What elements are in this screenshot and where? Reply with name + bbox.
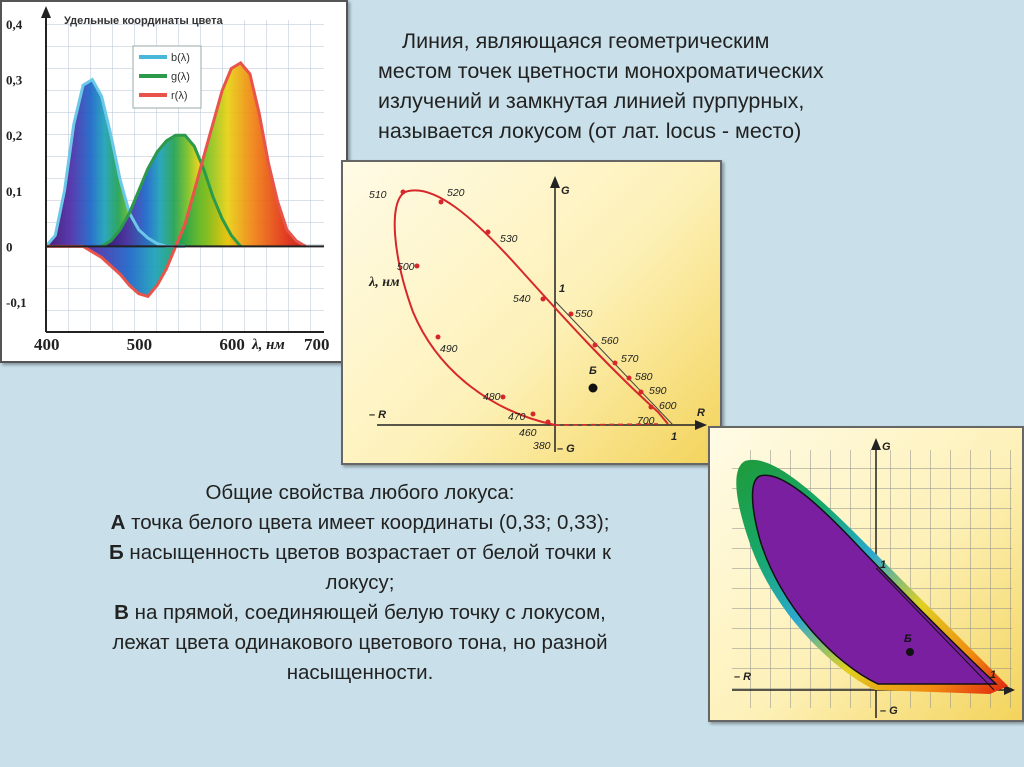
definition-line-4: называется локусом (от лат. locus - мест… xyxy=(378,119,802,143)
locus-definition: Линия, являющаяся геометрическим местом … xyxy=(378,26,998,146)
g-axis-label: G xyxy=(561,185,570,197)
y-tick-label: 0 xyxy=(6,239,13,254)
y-axis-arrow xyxy=(41,6,51,18)
inner-locus-line xyxy=(751,474,998,685)
color-locus-diagram: Б G – G – R 1 1 xyxy=(708,426,1024,722)
wavelength-labels: 510 520 530 540 550 560 570 580 590 600 … xyxy=(369,187,677,452)
neg-g-axis-label: – G xyxy=(880,705,898,717)
label-540: 540 xyxy=(513,293,531,305)
legend-label-b: b(λ) xyxy=(171,52,190,64)
g-axis-arrow xyxy=(550,176,560,188)
label-490: 490 xyxy=(440,343,458,355)
label-460: 460 xyxy=(519,427,537,439)
y-tick-label: 0,1 xyxy=(6,184,22,199)
g-unit-mark: 1 xyxy=(880,559,886,571)
label-530: 530 xyxy=(500,233,518,245)
y-tick-label: 0,2 xyxy=(6,128,22,143)
label-520: 520 xyxy=(447,187,465,199)
white-point xyxy=(906,648,914,656)
property-b-cont: локусу; xyxy=(325,571,395,594)
locus-properties: Общие свойства любого локуса: А точка бе… xyxy=(30,478,690,688)
y-tick-label: -0,1 xyxy=(6,295,27,310)
unit-line xyxy=(875,567,995,691)
chart-title: Удельные координаты цвета xyxy=(64,15,224,27)
label-550: 550 xyxy=(575,308,593,320)
neg-r-axis-label: – R xyxy=(369,409,386,421)
legend: b(λ) g(λ) r(λ) xyxy=(132,45,202,109)
locus-diagram: G – G R – R λ, нм 1 1 510 520 530 540 55… xyxy=(341,160,722,465)
label-700: 700 xyxy=(637,415,655,427)
g-axis-label: G xyxy=(882,441,891,453)
wavelength-axis-label: λ, нм xyxy=(368,275,400,290)
label-470: 470 xyxy=(508,411,526,423)
neg-g-axis-label: – G xyxy=(557,443,575,455)
property-b: Б насыщенность цветов возрастает от бело… xyxy=(108,541,612,564)
definition-line-3: излучений и замкнутая линией пурпурных, xyxy=(378,89,805,113)
property-c-cont-2: насыщенности. xyxy=(286,661,434,684)
label-570: 570 xyxy=(621,353,639,365)
series-line-2 xyxy=(100,133,242,248)
series-line-3 xyxy=(46,60,307,299)
definition-line-2: местом точек цветности монохроматических xyxy=(378,59,824,83)
x-tick-label: 500 xyxy=(127,335,152,354)
locus-svg: G – G R – R λ, нм 1 1 510 520 530 540 55… xyxy=(368,176,707,455)
locus-points xyxy=(400,189,654,425)
label-590: 590 xyxy=(649,385,667,397)
g-unit-mark: 1 xyxy=(559,283,565,295)
label-580: 580 xyxy=(635,371,653,383)
white-point xyxy=(588,383,598,393)
neg-r-axis-label: – R xyxy=(734,671,751,683)
white-point-label: Б xyxy=(904,633,912,645)
color-locus-svg: Б G – G – R 1 1 xyxy=(732,438,1015,718)
g-axis-arrow xyxy=(871,438,881,450)
property-c-cont-1: лежат цвета одинакового цветового тона, … xyxy=(112,631,608,654)
x-axis-label: λ, нм xyxy=(251,337,285,353)
y-tick-label: 0,4 xyxy=(6,17,23,32)
r-axis-arrow xyxy=(1004,685,1015,695)
locus-curve xyxy=(393,189,669,426)
label-560: 560 xyxy=(601,335,619,347)
x-tick-label: 700 xyxy=(304,335,330,354)
series-line-1 xyxy=(44,77,185,248)
x-tick-label: 400 xyxy=(34,335,60,354)
label-480: 480 xyxy=(483,391,501,403)
legend-label-r: r(λ) xyxy=(171,90,188,102)
r-axis-label: R xyxy=(697,407,705,419)
label-380: 380 xyxy=(533,440,551,452)
color-matching-svg: 0,4 0,3 0,2 0,1 0 -0,1 400 500 600 700 Удельные … xyxy=(6,6,330,354)
y-tick-labels: 0,4 0,3 0,2 0,1 0 -0,1 xyxy=(6,17,27,310)
r-axis-arrow xyxy=(695,420,707,430)
color-matching-chart: 0,4 0,3 0,2 0,1 0 -0,1 400 500 600 700 Удельные … xyxy=(0,0,348,363)
purple-line xyxy=(554,423,659,426)
property-c: В на прямой, соединяющей белую точку с л… xyxy=(114,601,606,624)
label-510: 510 xyxy=(369,189,387,201)
y-tick-label: 0,3 xyxy=(6,73,23,88)
label-500: 500 xyxy=(397,261,415,273)
x-tick-label: 600 xyxy=(219,335,245,354)
r-unit-mark: 1 xyxy=(990,669,996,681)
label-600: 600 xyxy=(659,400,677,412)
properties-heading: Общие свойства любого локуса: xyxy=(205,481,515,504)
definition-line-1: Линия, являющаяся геометрическим xyxy=(402,29,770,53)
r-unit-mark: 1 xyxy=(671,431,677,443)
white-point-label: Б xyxy=(589,365,597,377)
x-tick-labels: 400 500 600 700 xyxy=(34,335,330,354)
series-lines xyxy=(44,60,307,299)
legend-label-g: g(λ) xyxy=(171,71,190,83)
property-a: А точка белого цвета имеет координаты (0… xyxy=(110,511,610,534)
series-area-3 xyxy=(46,62,306,297)
